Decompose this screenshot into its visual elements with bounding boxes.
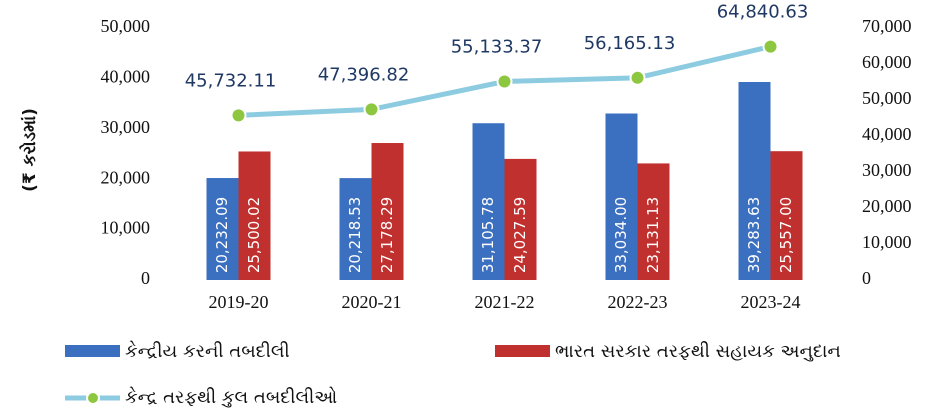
line-marker: [762, 38, 779, 55]
y-tick-label: 30,000: [101, 117, 151, 137]
legend-swatch: [65, 345, 120, 357]
bar: [472, 123, 505, 280]
y-tick-label: 40,000: [101, 67, 151, 87]
data-label: 31,105.78: [479, 197, 497, 273]
bar: [371, 143, 404, 280]
legend-swatch: [495, 345, 550, 357]
line-marker: [496, 73, 513, 90]
bar: [605, 113, 638, 280]
bar: [339, 178, 372, 280]
y2-tick-label: 60,000: [862, 52, 912, 72]
x-tick-label: 2019-20: [209, 292, 269, 312]
y2-tick-label: 20,000: [862, 196, 912, 216]
bar: [738, 82, 771, 281]
legend-marker: [86, 391, 100, 405]
y-axis-label: (₹ કરોડમાં): [18, 108, 40, 192]
y-tick-label: 0: [141, 268, 150, 288]
data-label: 27,178.29: [378, 197, 396, 273]
bar: [770, 151, 803, 280]
line-data-label: 56,165.13: [584, 33, 676, 54]
x-tick-label: 2020-21: [342, 292, 402, 312]
data-label: 25,500.02: [245, 197, 263, 273]
legend-label: કેન્દ્રીય કરની તબદીલી: [125, 341, 290, 362]
y2-tick-label: 70,000: [862, 16, 912, 36]
line-marker: [230, 107, 247, 124]
y2-tick-label: 10,000: [862, 232, 912, 252]
y-tick-label: 20,000: [101, 167, 151, 187]
x-tick-label: 2023-24: [741, 292, 801, 312]
data-label: 23,131.13: [644, 197, 662, 273]
data-label: 39,283.63: [745, 197, 763, 273]
data-label: 25,557.00: [777, 197, 795, 273]
data-label: 20,232.09: [213, 197, 231, 273]
data-label: 20,218.53: [346, 197, 364, 273]
bar: [238, 151, 271, 280]
line-data-label: 55,133.37: [451, 37, 543, 58]
bar: [504, 158, 537, 280]
legend-label: ભારત સરકાર તરફથી સહાયક અનુદાન: [555, 341, 841, 362]
line-data-label: 45,732.11: [185, 70, 277, 91]
data-label: 24,027.59: [511, 197, 529, 273]
line-marker: [629, 69, 646, 86]
y2-tick-label: 30,000: [862, 160, 912, 180]
y-tick-label: 10,000: [101, 218, 151, 238]
y-tick-label: 50,000: [101, 16, 151, 36]
legend-label: કેન્દ્ર તરફથી કુલ તબદીલીઓ: [125, 387, 337, 408]
x-tick-label: 2021-22: [475, 292, 535, 312]
data-label: 33,034.00: [612, 197, 630, 273]
bar: [206, 178, 239, 280]
x-tick-label: 2022-23: [608, 292, 668, 312]
y2-tick-label: 0: [862, 268, 871, 288]
y2-tick-label: 50,000: [862, 88, 912, 108]
line-data-label: 47,396.82: [318, 64, 410, 85]
bar: [637, 163, 670, 280]
line-data-label: 64,840.63: [717, 2, 809, 23]
line-marker: [363, 101, 380, 118]
y2-tick-label: 40,000: [862, 124, 912, 144]
